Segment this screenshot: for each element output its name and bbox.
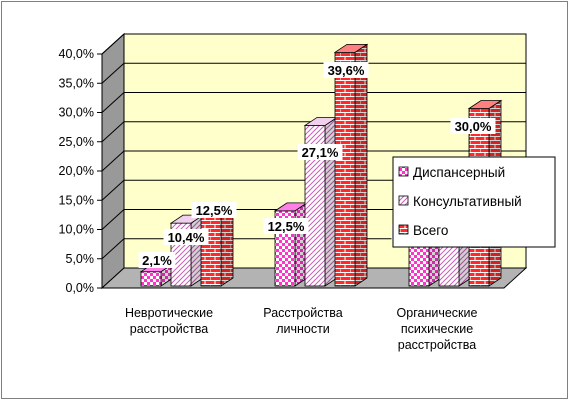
data-label-bg	[450, 118, 496, 134]
category-label-0: Невротические расстройства	[125, 306, 213, 336]
y-tick-label: 40,0%	[59, 47, 94, 61]
legend-label-disp: Диспансерный	[413, 165, 505, 180]
data-label-disp-1: 12,5%	[268, 219, 305, 234]
bar-side-shade	[355, 44, 367, 287]
legend-item-disp: Диспансерный	[398, 165, 505, 180]
bar-front	[334, 51, 356, 287]
data-label-total-0: 12,5%	[196, 203, 233, 218]
legend-box	[392, 156, 556, 248]
data-label-total-1: 39,6%	[328, 63, 365, 78]
gridline	[101, 92, 526, 113]
y-tick-label: 20,0%	[59, 164, 94, 178]
gridline	[101, 209, 526, 230]
legend-swatch-cons	[398, 195, 409, 206]
category-label-line: Невротические	[125, 306, 213, 320]
bar-disp-1	[273, 202, 309, 287]
gridline	[101, 62, 526, 84]
y-tick-label: 5,0%	[66, 252, 95, 266]
category-label-line: личности	[276, 322, 330, 336]
data-label-bg	[297, 144, 343, 160]
y-tick-label: 0,0%	[66, 281, 95, 295]
gridline	[101, 150, 526, 172]
gridline	[101, 179, 526, 201]
legend-swatch-disp	[398, 166, 409, 177]
legend-label-total: Всего	[413, 223, 448, 238]
category-label-line: Расстройства	[263, 306, 342, 320]
data-label-cons-1: 27,1%	[302, 145, 339, 160]
y-tick-label: 35,0%	[59, 76, 94, 90]
legend: Диспансерный Консультативный Всего	[392, 156, 556, 248]
y-tick-label: 25,0%	[59, 135, 94, 149]
bar-front	[200, 210, 222, 287]
bar-side-shade	[221, 202, 233, 286]
bar-side-shade	[161, 263, 173, 286]
category-label-line: расстройства	[398, 338, 476, 352]
bar-cons-0	[169, 214, 205, 287]
category-label-line: расстройства	[130, 322, 208, 336]
legend-label-cons: Консультативный	[413, 194, 522, 209]
y-tick-label: 30,0%	[59, 106, 94, 120]
data-label-bg	[163, 229, 209, 245]
y-tick-label: 10,0%	[59, 223, 94, 237]
data-label-bg	[323, 62, 369, 78]
data-label-total-2: 30,0%	[455, 119, 492, 134]
data-label-bg	[263, 218, 309, 234]
x-axis-category-labels: Невротические расстройства Расстройства лич…	[125, 306, 478, 352]
gridline	[101, 121, 526, 143]
bar-front	[140, 271, 162, 287]
data-label-bg	[138, 252, 176, 268]
data-label-bg	[191, 202, 237, 218]
category-label-2: Органические психические расстройства	[397, 306, 478, 352]
category-label-line: Органические	[397, 306, 478, 320]
bar-total-1	[333, 43, 369, 287]
y-tick-label: 15,0%	[59, 193, 94, 207]
bar-cons-1	[303, 116, 339, 287]
bar-top	[333, 43, 369, 53]
category-label-line: психические	[401, 322, 473, 336]
data-label-cons-0: 10,4%	[168, 230, 205, 245]
legend-item-total: Всего	[398, 223, 448, 238]
data-label-disp-0: 2,1%	[142, 253, 172, 268]
gridline	[101, 33, 526, 55]
legend-swatch-total	[398, 224, 409, 235]
y-axis: 0,0% 5,0% 10,0% 15,0% 20,0% 25,0% 30,0% 35,0% 40…	[59, 47, 103, 295]
category-label-1: Расстройства личности	[263, 306, 342, 336]
legend-item-cons: Консультативный	[398, 194, 522, 209]
bar-top	[467, 100, 503, 109]
